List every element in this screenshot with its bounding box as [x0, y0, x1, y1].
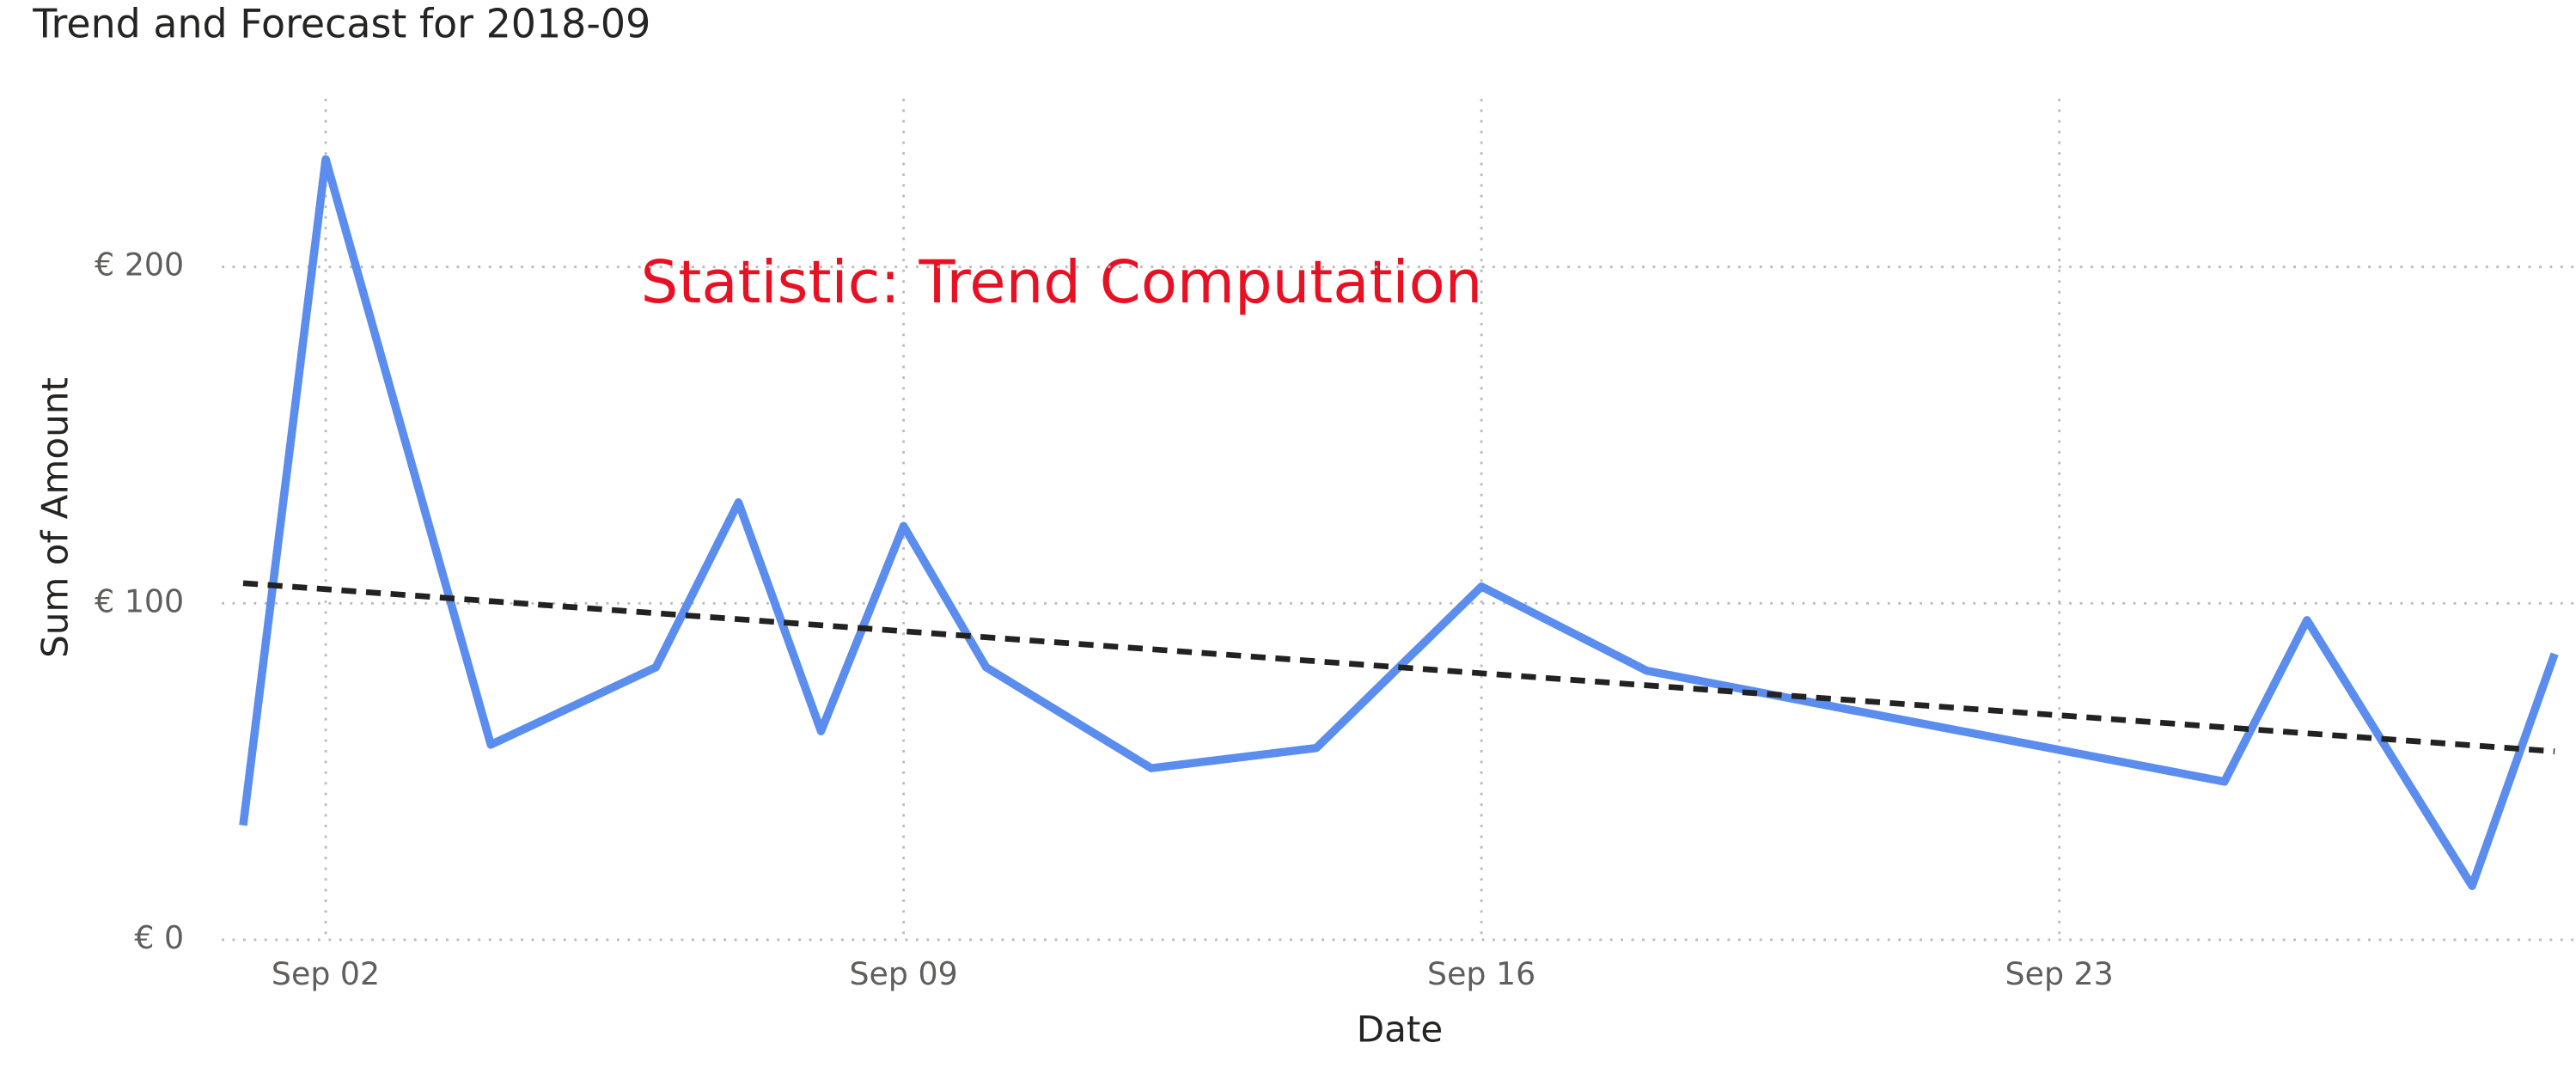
- y-tick-label: € 0: [134, 919, 184, 956]
- y-tick-label: € 200: [95, 247, 184, 283]
- x-tick-label: Sep 23: [2005, 955, 2114, 992]
- x-tick-label: Sep 02: [272, 955, 380, 992]
- data-line: [239, 155, 2559, 891]
- trend-line: [242, 580, 2555, 754]
- y-tick-label: € 100: [95, 582, 184, 619]
- chart-title: Trend and Forecast for 2018-09: [32, 0, 650, 46]
- y-axis-label: Sum of Amount: [34, 377, 76, 658]
- x-axis-label: Date: [1357, 1008, 1444, 1050]
- x-tick-label: Sep 16: [1427, 955, 1535, 992]
- x-tick-label: Sep 09: [849, 955, 957, 992]
- annotation: Statistic: Trend Computation: [641, 248, 1483, 317]
